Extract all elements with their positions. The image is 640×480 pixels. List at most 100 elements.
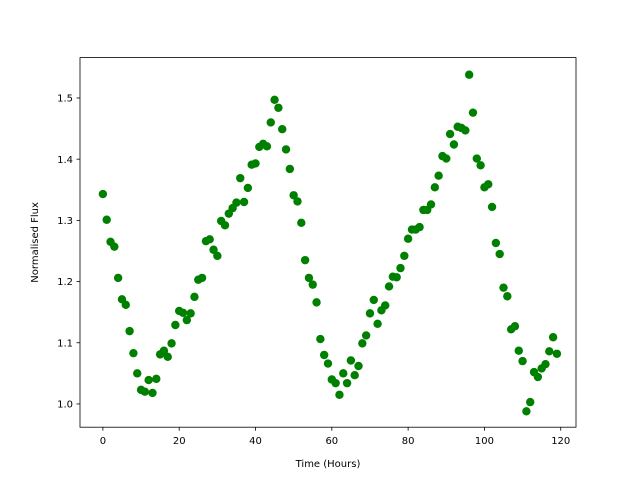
data-point	[167, 339, 176, 348]
x-axis-ticks: 0 20 40 60 80 100 120	[100, 427, 570, 447]
data-point	[526, 397, 535, 407]
data-point	[518, 356, 527, 366]
data-point	[133, 369, 142, 378]
data-point	[171, 320, 180, 330]
y-tick-label: 1.3	[57, 216, 73, 227]
data-point	[209, 245, 218, 254]
data-point	[178, 308, 188, 317]
data-point	[381, 301, 390, 310]
data-point	[125, 326, 134, 336]
data-point	[98, 189, 108, 199]
data-point	[373, 319, 382, 328]
data-point	[464, 70, 474, 79]
data-point	[361, 331, 371, 340]
data-point	[113, 273, 123, 283]
data-point	[354, 361, 363, 371]
data-point	[350, 370, 359, 380]
data-point	[396, 263, 405, 273]
data-point	[342, 378, 352, 388]
data-point	[251, 159, 260, 168]
data-point	[110, 242, 119, 251]
data-point	[499, 283, 508, 292]
data-point	[522, 407, 531, 416]
data-point	[163, 352, 172, 362]
data-point	[365, 309, 375, 318]
data-point	[434, 171, 443, 180]
data-point	[331, 378, 340, 388]
data-point	[514, 346, 523, 355]
data-point	[369, 295, 378, 305]
data-point	[335, 390, 344, 399]
data-point	[239, 197, 249, 207]
data-point	[121, 300, 130, 310]
data-point	[392, 273, 401, 282]
y-tick-label: 1.2	[57, 277, 73, 288]
data-point	[445, 129, 455, 139]
y-tick-label: 1.5	[57, 94, 73, 105]
x-axis-label: Time (Hours)	[295, 459, 361, 470]
data-point	[461, 126, 470, 135]
data-point	[186, 309, 195, 318]
y-tick-label: 1.0	[57, 400, 73, 411]
y-axis-ticks: 1.0 1.1 1.2 1.3 1.4 1.5	[57, 94, 80, 411]
data-point	[278, 124, 287, 134]
data-point	[144, 375, 153, 385]
data-point	[510, 322, 520, 331]
data-point	[491, 238, 501, 248]
y-axis-label: Normalised Flux	[30, 202, 41, 283]
data-point	[430, 183, 440, 192]
data-point	[285, 164, 295, 174]
data-point	[274, 103, 283, 112]
data-point	[552, 349, 562, 358]
data-point	[243, 183, 253, 193]
data-point	[495, 249, 504, 259]
data-point	[159, 346, 169, 355]
data-point	[415, 222, 424, 232]
data-point	[148, 388, 157, 398]
data-point	[323, 359, 333, 368]
data-point	[316, 334, 325, 344]
data-point	[293, 197, 302, 206]
x-tick-label: 60	[325, 436, 338, 447]
data-point	[300, 255, 310, 265]
data-point	[541, 359, 550, 369]
data-point	[140, 387, 150, 396]
data-point	[503, 292, 512, 301]
x-tick-label: 0	[100, 436, 106, 447]
x-tick-label: 80	[402, 436, 415, 447]
data-point	[266, 118, 275, 127]
data-point	[346, 356, 356, 365]
data-point	[476, 161, 485, 170]
data-point	[270, 95, 279, 105]
data-point	[468, 108, 478, 117]
data-point	[220, 221, 230, 230]
data-point	[533, 372, 543, 382]
data-point	[308, 280, 317, 289]
data-point	[281, 145, 291, 154]
x-tick-label: 100	[475, 436, 494, 447]
data-point	[442, 154, 451, 163]
data-point	[232, 198, 241, 207]
data-point	[102, 215, 111, 224]
plot-frame	[79, 57, 577, 428]
x-tick-label: 40	[249, 436, 262, 447]
data-point	[484, 180, 493, 189]
data-point	[319, 350, 329, 360]
data-point	[182, 315, 192, 325]
data-point	[545, 347, 554, 356]
data-point	[297, 218, 306, 228]
data-point	[472, 154, 481, 163]
data-point	[129, 348, 138, 358]
data-points	[98, 70, 562, 416]
x-tick-label: 20	[173, 436, 186, 447]
y-tick-label: 1.1	[57, 338, 73, 349]
data-point	[487, 202, 497, 212]
data-point	[205, 235, 214, 244]
data-point	[339, 369, 348, 378]
data-point	[548, 333, 558, 342]
data-point	[426, 200, 436, 209]
data-point	[403, 234, 413, 243]
data-point	[152, 374, 161, 384]
